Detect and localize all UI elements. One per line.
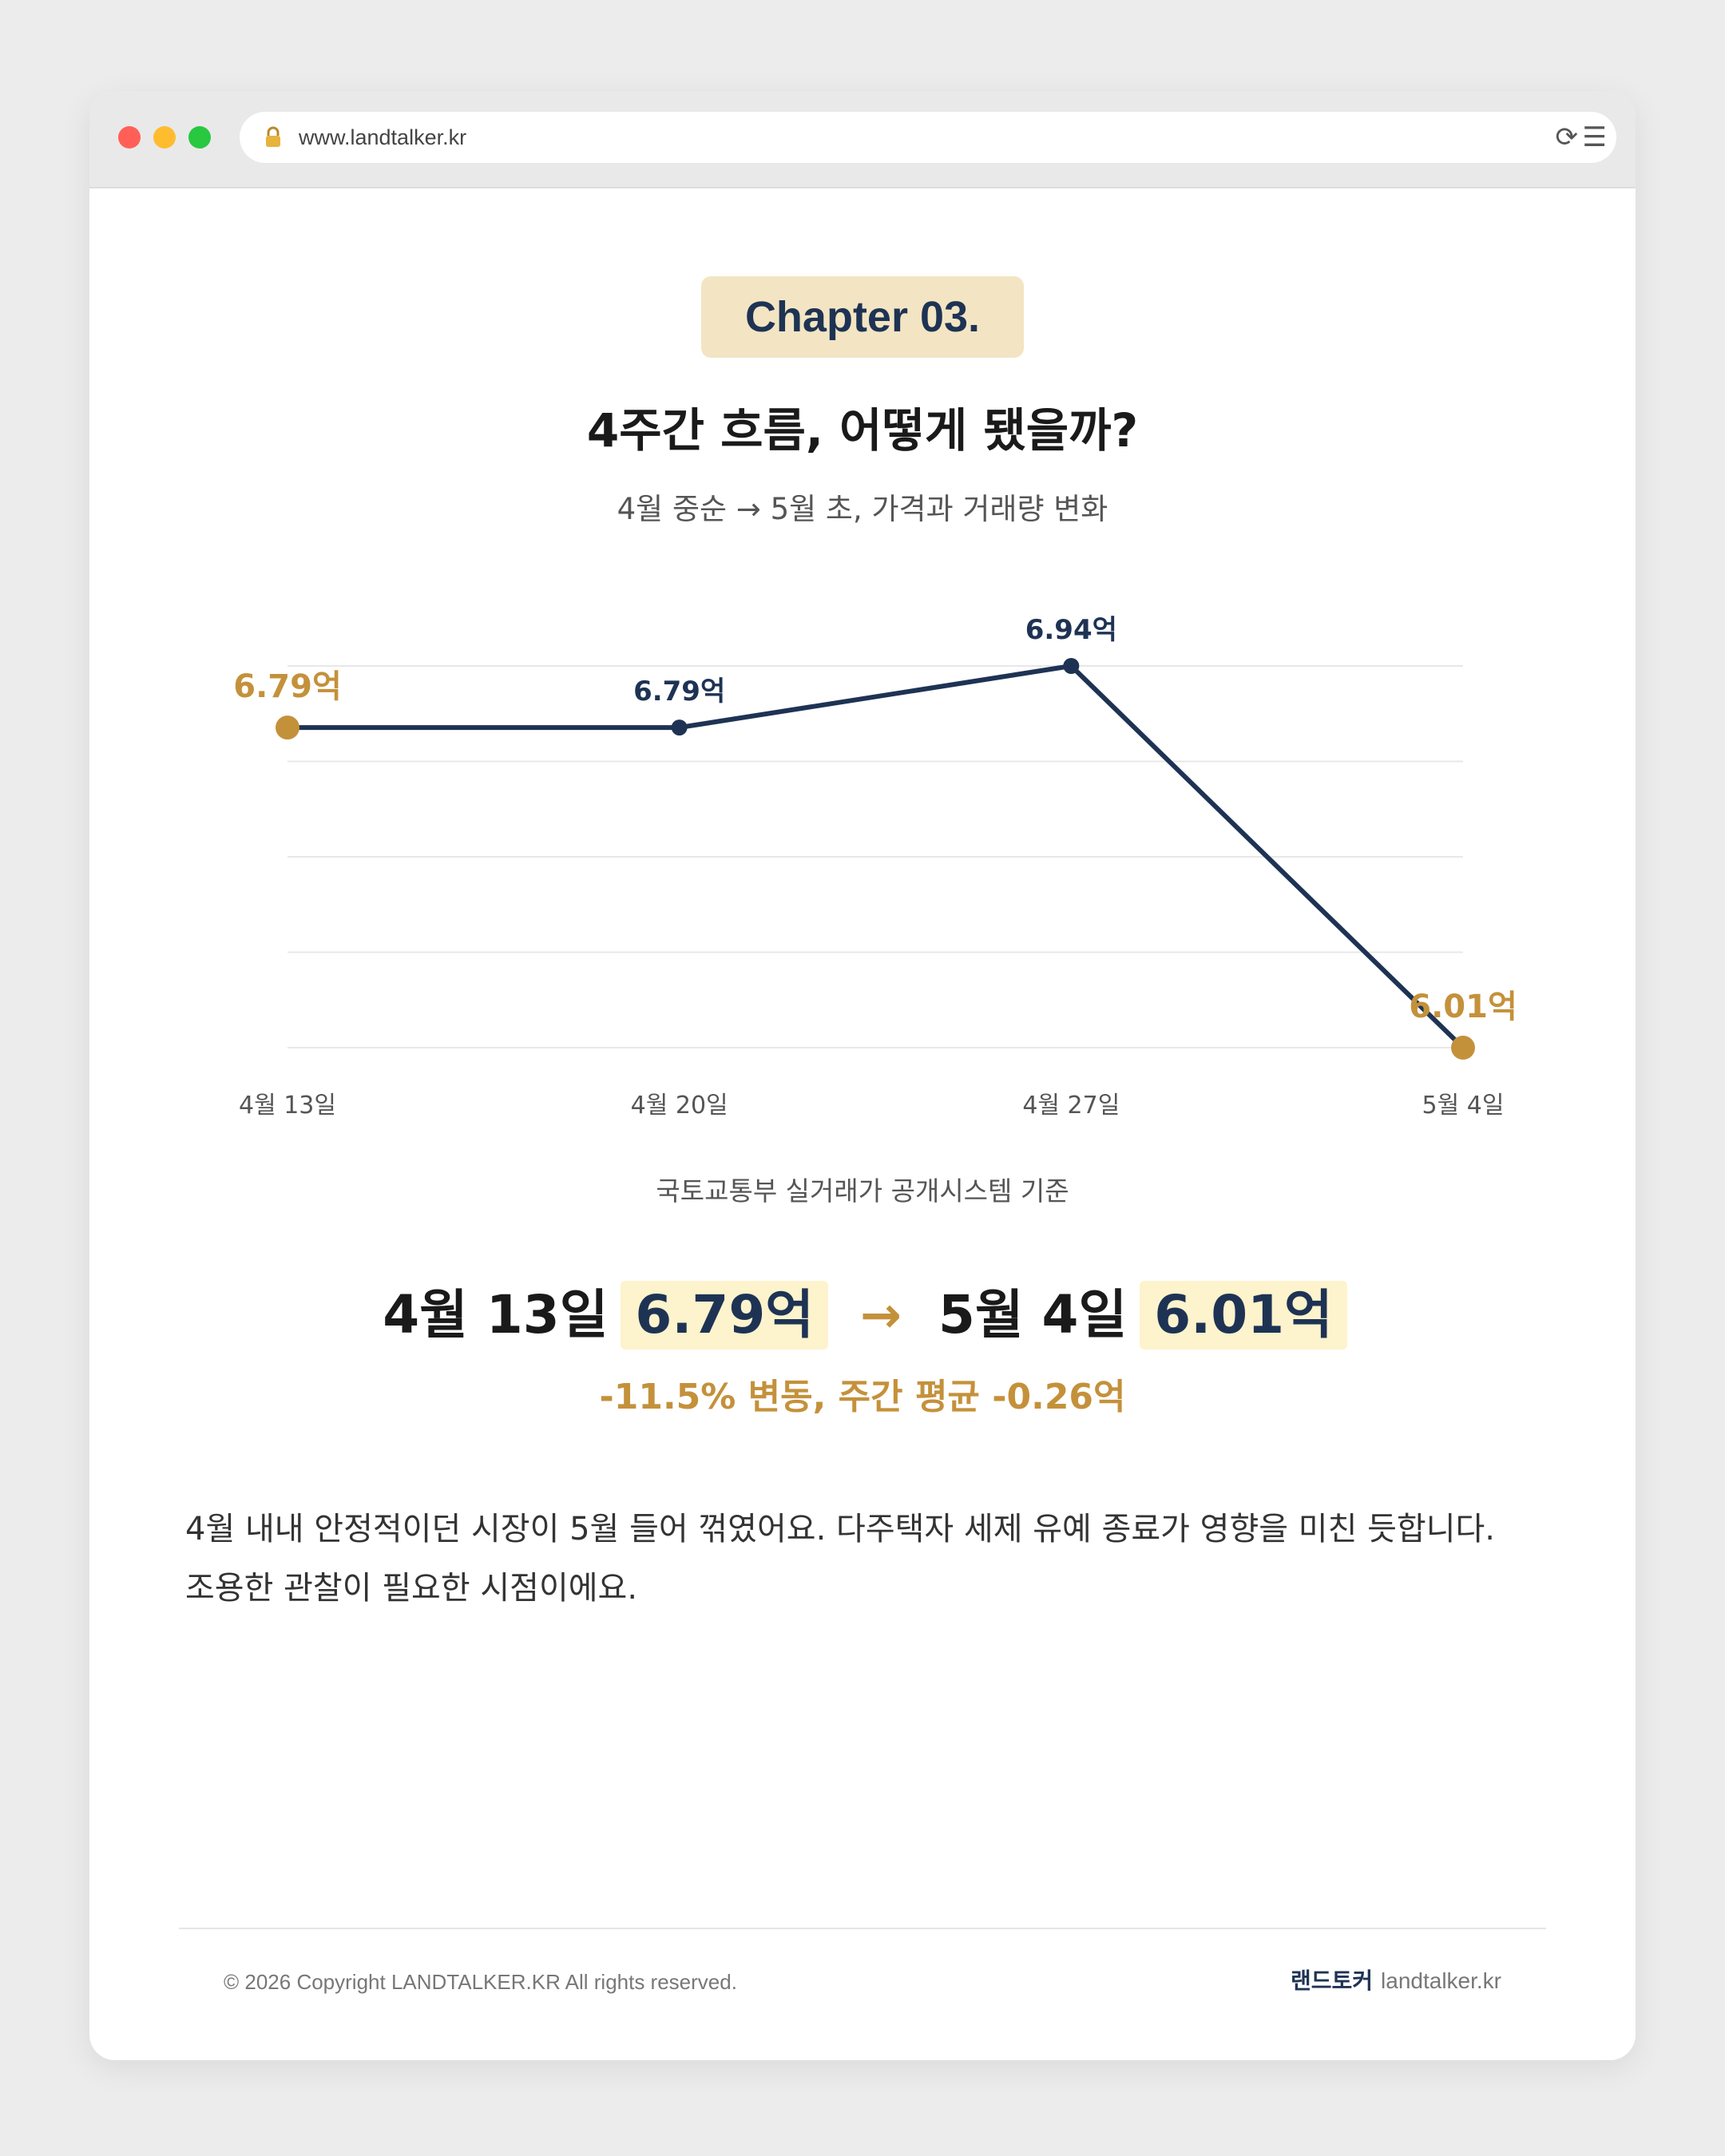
footer-brand[interactable]: 랜드토커 landtalker.kr: [1291, 1966, 1501, 1996]
x-tick-label: 4월 27일: [1022, 1092, 1120, 1120]
page-subtitle: 4월 중순 → 5월 초, 가격과 거래량 변화: [617, 492, 1108, 526]
chapter-badge: Chapter 03.: [701, 276, 1024, 358]
reload-icon[interactable]: ⟳: [1555, 121, 1579, 153]
body-line-1: 4월 내내 안정적이던 시장이 5월 들어 꺾였어요. 다주택자 세제 유예 종…: [185, 1511, 1496, 1548]
data-label: 6.94억: [1025, 614, 1117, 646]
browser-titlebar: www.landtalker.kr ⟳ ☰: [89, 91, 1636, 188]
page-title: 4주간 흐름, 어떻게 됐을까?: [586, 403, 1139, 458]
data-point: [1063, 658, 1080, 674]
brand-name: 랜드토커: [1290, 1968, 1374, 1994]
data-label: 6.79억: [233, 668, 342, 705]
maximize-window-button[interactable]: [188, 126, 211, 149]
menu-icon[interactable]: ☰: [1582, 121, 1607, 153]
url-text: www.landtalker.kr: [299, 125, 467, 149]
price-line-chart: 6.79억 4월 13일 6.79억 4월 20일 6.94억 4월 27일 6.01억 5월…: [233, 614, 1517, 1120]
start-date: 4월 13일: [383, 1284, 609, 1346]
body-paragraph: 4월 내내 안정적이던 시장이 5월 들어 꺾였어요. 다주택자 세제 유예 종…: [185, 1500, 1543, 1618]
data-source-note: 국토교통부 실거래가 공개시스템 기준: [656, 1175, 1069, 1207]
arrow-right-icon: →: [859, 1286, 902, 1344]
end-price: 6.01억: [1140, 1281, 1347, 1349]
x-tick-label: 4월 20일: [631, 1092, 728, 1120]
start-price: 6.79억: [621, 1281, 828, 1349]
end-date: 5월 4일: [938, 1284, 1128, 1346]
data-point: [1451, 1036, 1475, 1060]
series-line: [288, 664, 1465, 1050]
x-tick-label: 5월 4일: [1422, 1092, 1505, 1120]
data-label: 6.01억: [1409, 989, 1517, 1025]
x-tick-label: 4월 13일: [239, 1092, 336, 1120]
lock-icon: [266, 126, 280, 147]
footer-divider: [179, 1928, 1546, 1929]
data-point: [671, 719, 688, 736]
data-label: 6.79억: [633, 676, 725, 707]
minimize-window-button[interactable]: [153, 126, 176, 149]
footer-copyright: © 2026 Copyright LANDTALKER.KR All right…: [224, 1970, 737, 1994]
change-summary: -11.5% 변동, 주간 평균 -0.26억: [599, 1377, 1126, 1417]
brand-domain: landtalker.kr: [1381, 1968, 1501, 1993]
chapter-label: Chapter 03.: [744, 293, 981, 341]
data-point: [276, 715, 299, 740]
browser-window: www.landtalker.kr ⟳ ☰ Chapter 03. 4주간 흐름…: [89, 91, 1636, 2060]
price-summary: 4월 13일 6.79억 → 5월 4일 6.01억: [89, 1281, 1636, 1349]
address-bar[interactable]: www.landtalker.kr: [240, 112, 1616, 163]
body-line-2: 조용한 관찰이 필요한 시점이에요.: [185, 1570, 638, 1607]
close-window-button[interactable]: [118, 126, 141, 149]
